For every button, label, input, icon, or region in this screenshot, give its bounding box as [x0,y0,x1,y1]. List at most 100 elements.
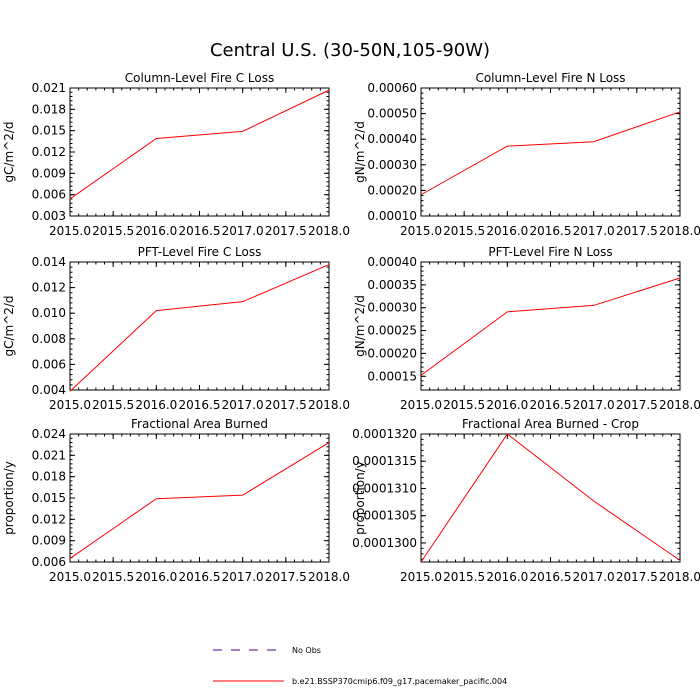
y-axis-label: proportion/y [2,461,16,535]
y-tick-label: 0.008 [32,332,66,346]
panel-title: Fractional Area Burned [131,417,268,431]
x-tick-label: 2015.5 [92,398,134,412]
legend-label: No Obs [292,646,321,655]
y-tick-label: 0.006 [32,188,66,202]
x-tick-label: 2015.0 [49,570,91,584]
x-tick-label: 2016.0 [486,570,528,584]
y-tick-label: 0.00015 [367,369,417,383]
x-tick-label: 2015.0 [49,224,91,238]
legend-label: b.e21.BSSP370cmip6.f09_g17.pacemaker_pac… [292,677,507,686]
x-tick-label: 2016.0 [486,224,528,238]
x-tick-label: 2017.0 [573,224,615,238]
y-tick-label: 0.015 [32,491,66,505]
y-tick-label: 0.0001320 [352,427,417,441]
x-tick-label: 2016.5 [530,398,572,412]
panel-6: Fractional Area Burned - Crop 2015.0 2015.… [352,417,700,584]
x-tick-label: 2017.0 [222,224,264,238]
x-tick-label: 2017.0 [222,398,264,412]
y-tick-label: 0.010 [32,306,66,320]
legend: No Obs b.e21.BSSP370cmip6.f09_g17.pacemak… [213,646,507,686]
y-tick-label: 0.00030 [367,158,417,172]
x-tick-label: 2017.5 [616,224,658,238]
x-tick-label: 2016.5 [179,398,221,412]
y-tick-label: 0.018 [32,102,66,116]
y-axis-label: gC/m^2/d [2,295,16,356]
y-tick-label: 0.012 [32,145,66,159]
y-tick-label: 0.00010 [367,209,417,223]
panel-title: Fractional Area Burned - Crop [462,417,639,431]
x-tick-label: 2017.0 [573,570,615,584]
x-tick-label: 2015.5 [92,224,134,238]
y-axis-label: gC/m^2/d [2,121,16,182]
y-tick-label: 0.00030 [367,301,417,315]
y-tick-label: 0.006 [32,357,66,371]
x-tick-label: 2015.0 [400,570,442,584]
x-tick-label: 2018.0 [659,570,700,584]
series-line [69,442,330,559]
y-tick-label: 0.014 [32,255,66,269]
x-tick-label: 2016.5 [179,570,221,584]
panel-title: Column-Level Fire N Loss [475,71,625,85]
y-tick-label: 0.012 [32,281,66,295]
x-tick-label: 2017.0 [222,570,264,584]
x-tick-label: 2015.0 [49,398,91,412]
x-tick-label: 2015.5 [443,224,485,238]
panel-title: PFT-Level Fire N Loss [488,245,612,259]
y-tick-label: 0.024 [32,427,66,441]
y-tick-label: 0.009 [32,166,66,180]
y-tick-label: 0.0001310 [352,481,417,495]
x-tick-label: 2015.5 [443,570,485,584]
x-tick-label: 2016.0 [135,570,177,584]
y-tick-label: 0.0001315 [352,454,417,468]
x-tick-label: 2016.0 [135,224,177,238]
series-line [420,433,681,563]
plot-frame [69,433,330,563]
y-axis-label: gN/m^2/d [353,295,367,357]
x-tick-label: 2017.5 [265,398,307,412]
y-tick-label: 0.021 [32,81,66,95]
x-tick-label: 2018.0 [659,398,700,412]
plot-frame [69,87,330,217]
plot-frame [420,87,681,217]
y-axis-label: proportion/y [353,461,367,535]
panel-5: Fractional Area Burned 2015.0 2015.5 2016.0… [2,417,350,584]
y-tick-label: 0.009 [32,534,66,548]
y-axis-label: gN/m^2/d [353,121,367,183]
x-tick-label: 2016.5 [530,570,572,584]
x-tick-label: 2015.0 [400,398,442,412]
y-tick-label: 0.00025 [367,324,417,338]
x-tick-label: 2017.5 [616,398,658,412]
y-tick-label: 0.003 [32,209,66,223]
y-tick-label: 0.00035 [367,278,417,292]
y-tick-label: 0.00020 [367,346,417,360]
panel-title: PFT-Level Fire C Loss [138,245,262,259]
x-tick-label: 2015.0 [400,224,442,238]
x-tick-label: 2017.5 [265,224,307,238]
y-tick-label: 0.00020 [367,183,417,197]
series-line [69,264,330,392]
x-tick-label: 2016.0 [486,398,528,412]
y-tick-label: 0.012 [32,512,66,526]
x-tick-label: 2016.5 [179,224,221,238]
y-tick-label: 0.0001305 [352,509,417,523]
series-line [420,277,681,376]
x-tick-label: 2015.5 [92,570,134,584]
panel-2: Column-Level Fire N Loss 2015.0 2015.5 2016… [353,71,700,238]
x-tick-label: 2017.0 [573,398,615,412]
y-tick-label: 0.015 [32,124,66,138]
x-tick-label: 2018.0 [659,224,700,238]
y-tick-label: 0.021 [32,448,66,462]
x-tick-label: 2018.0 [308,398,350,412]
y-tick-label: 0.00060 [367,81,417,95]
y-tick-label: 0.018 [32,470,66,484]
figure-title: Central U.S. (30-50N,105-90W) [210,40,490,61]
x-tick-label: 2017.5 [265,570,307,584]
plot-frame [420,261,681,391]
y-tick-label: 0.00040 [367,132,417,146]
plot-frame [420,433,681,563]
panel-title: Column-Level Fire C Loss [125,71,275,85]
